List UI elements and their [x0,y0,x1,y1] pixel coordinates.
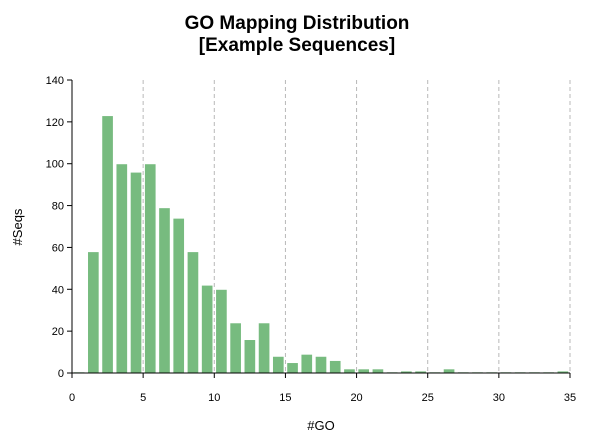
y-tick-label: 120 [46,117,64,129]
x-tick-label: 10 [208,392,220,404]
bar [215,288,228,374]
bar [115,163,129,374]
y-tick-label: 60 [52,242,64,254]
axes: 0 20 40 60 80 100 120 140 0 5 10 15 20 25 30 35 [46,75,576,404]
bar [229,322,242,374]
y-tick-label: 80 [52,201,64,213]
chart-title-line-1: GO Mapping Distribution [185,13,410,34]
bar [200,284,214,374]
bar [129,171,143,374]
y-tick-label: 0 [58,368,64,380]
bar [186,251,200,374]
bar [442,368,456,374]
bar [314,355,328,374]
y-tick-label: 40 [52,284,64,296]
x-tick-label: 25 [422,392,434,404]
bar [271,355,285,374]
bar [357,368,371,374]
bar [257,322,271,374]
x-tick-label: 30 [493,392,505,404]
bar [343,368,356,374]
y-tick-label: 20 [52,326,64,338]
x-tick-label: 5 [140,392,146,404]
bar [143,163,157,374]
chart-title-line-2: [Example Sequences] [199,35,395,56]
bars [72,115,570,374]
bar [286,362,299,374]
bar [300,353,314,374]
bar [172,217,186,374]
bar [158,207,171,374]
bar [371,368,385,374]
x-axis-label: #GO [307,418,334,433]
x-tick-label: 35 [564,392,576,404]
y-tick-label: 100 [46,159,64,171]
y-tick-label: 140 [46,75,64,87]
x-tick-label: 20 [350,392,362,404]
x-tick-label: 15 [279,392,291,404]
bar [101,115,114,374]
bar [87,251,100,374]
y-axis-label: #Seqs [10,208,25,245]
bar [328,359,342,374]
x-tick-label: 0 [69,392,75,404]
bar [243,339,257,374]
